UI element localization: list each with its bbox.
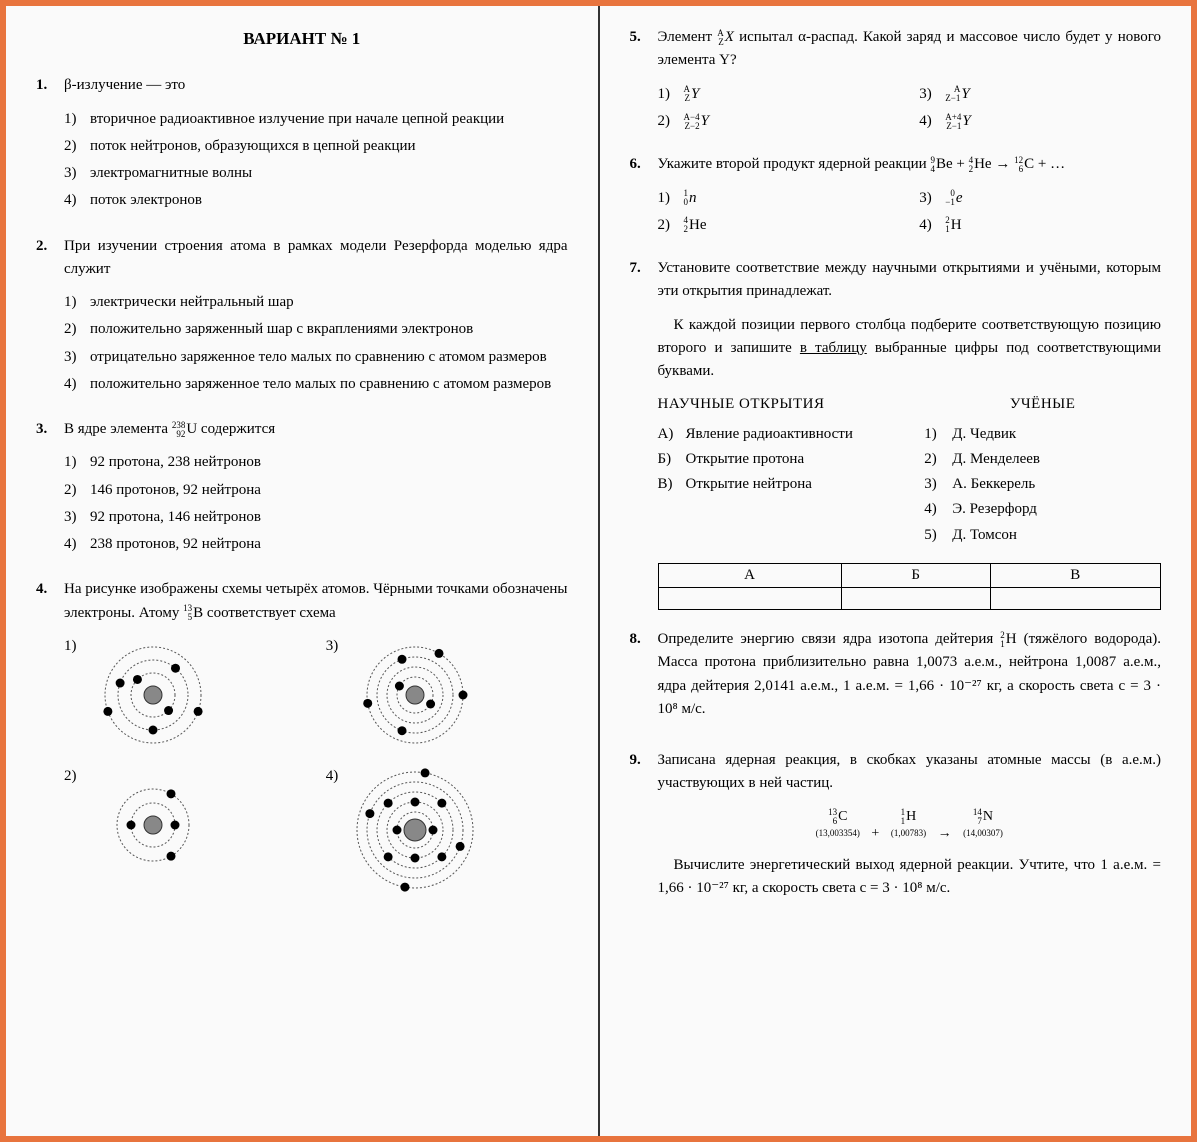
nuclide-b13: 135B xyxy=(183,602,203,625)
nuclide-u238: 23892U xyxy=(172,418,197,441)
q1-text: β-излучение — это xyxy=(64,74,568,97)
underlined-text: в таблицу xyxy=(800,340,867,356)
q3-text: В ядре элемента 23892U содержится xyxy=(64,418,568,441)
atom-3: 3) xyxy=(326,635,568,755)
question-2: 2. При изучении строения атома в рамках … xyxy=(36,235,568,401)
column-left: ВАРИАНТ № 1 1. β-излучение — это 1)втори… xyxy=(6,6,600,1136)
atom-3-svg xyxy=(350,635,568,755)
question-8: 8. Определите энергию связи ядра изотопа… xyxy=(630,628,1162,731)
question-6: 6. Укажите второй продукт ядерной реакци… xyxy=(630,153,1162,239)
q1-num: 1. xyxy=(36,74,64,216)
atom-2-svg xyxy=(88,765,306,885)
q6-reaction: 94Be + 42He → 126C + … xyxy=(930,156,1065,172)
q1-options: 1)вторичное радиоактивное излучение при … xyxy=(64,108,568,213)
atom-diagrams: 1) 3) 2) 4) xyxy=(64,635,568,895)
question-9: 9. Записана ядерная реакция, в скобках у… xyxy=(630,749,1162,910)
page: ВАРИАНТ № 1 1. β-излучение — это 1)втори… xyxy=(0,0,1197,1142)
nuclide-x: AZX xyxy=(717,26,734,49)
question-5: 5. Элемент AZX испытал α-распад. Какой з… xyxy=(630,26,1162,135)
atom-1-svg xyxy=(88,635,306,755)
atom-4-svg xyxy=(350,765,568,895)
atom-1: 1) xyxy=(64,635,306,755)
q9-reaction: 136C(13,003354) + 11H(1,00783) → 147N(14… xyxy=(658,806,1162,844)
nuclide-h2: 21H xyxy=(1000,628,1016,651)
question-4: 4. На рисунке изображены схемы четырёх а… xyxy=(36,578,568,895)
atom-4: 4) xyxy=(326,765,568,895)
match-columns: НАУЧНЫЕ ОТКРЫТИЯ А)Явление радиоактивнос… xyxy=(658,393,1162,549)
answer-table: АБВ xyxy=(658,563,1162,610)
variant-title: ВАРИАНТ № 1 xyxy=(36,26,568,52)
question-3: 3. В ядре элемента 23892U содержится 1)9… xyxy=(36,418,568,560)
question-1: 1. β-излучение — это 1)вторичное радиоак… xyxy=(36,74,568,216)
atom-2: 2) xyxy=(64,765,306,895)
question-7: 7. Установите соответствие между научным… xyxy=(630,257,1162,610)
column-right: 5. Элемент AZX испытал α-распад. Какой з… xyxy=(600,6,1192,1136)
